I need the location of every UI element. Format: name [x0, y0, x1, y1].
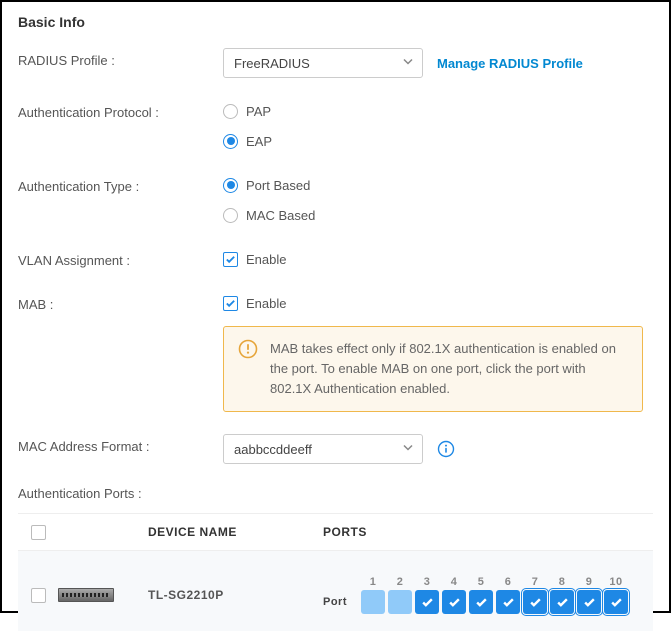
row-mac-format: MAC Address Format : aabbccddeeff: [18, 434, 653, 464]
label-mac-format: MAC Address Format :: [18, 434, 223, 454]
info-icon[interactable]: [437, 440, 455, 458]
radio-checked-icon: [223, 178, 238, 193]
mab-enable-label: Enable: [246, 296, 286, 311]
header-ports: PORTS: [323, 525, 653, 539]
ports-table-header: DEVICE NAME PORTS: [18, 513, 653, 551]
radius-profile-select[interactable]: FreeRADIUS: [223, 48, 423, 78]
radius-profile-controls: FreeRADIUS Manage RADIUS Profile: [223, 48, 583, 78]
radio-icon: [223, 104, 238, 119]
port-boxes-row: Port: [323, 590, 653, 614]
row-auth-type: Authentication Type : Port Based MAC Bas…: [18, 174, 653, 226]
vlan-assignment-enable[interactable]: Enable: [223, 248, 286, 270]
port-2[interactable]: [388, 590, 412, 614]
row-auth-protocol: Authentication Protocol : PAP EAP: [18, 100, 653, 152]
radio-icon: [223, 208, 238, 223]
auth-type-mac-based[interactable]: MAC Based: [223, 204, 653, 226]
label-auth-protocol: Authentication Protocol :: [18, 100, 223, 120]
port-3[interactable]: [415, 590, 439, 614]
vlan-assignment-enable-label: Enable: [246, 252, 286, 267]
table-row: TL-SG2210P 12345678910 Port: [18, 551, 653, 631]
switch-device-icon: [58, 588, 114, 602]
label-mab: MAB :: [18, 292, 223, 312]
row-radius-profile: RADIUS Profile : FreeRADIUS Manage RADIU…: [18, 48, 653, 78]
port-row-label: Port: [323, 596, 361, 608]
device-name: TL-SG2210P: [148, 588, 323, 602]
warning-icon: [238, 339, 258, 359]
auth-type-port-label: Port Based: [246, 178, 310, 193]
port-number: 10: [604, 576, 628, 588]
auth-protocol-eap-label: EAP: [246, 134, 272, 149]
port-number: 2: [388, 576, 412, 588]
auth-type-options: Port Based MAC Based: [223, 174, 653, 226]
ports-block: 12345678910 Port: [323, 576, 653, 614]
row-checkbox-col: [18, 588, 58, 603]
auth-type-port-based[interactable]: Port Based: [223, 174, 653, 196]
port-9[interactable]: [577, 590, 601, 614]
mac-format-select[interactable]: aabbccddeeff: [223, 434, 423, 464]
checkbox-checked-icon: [223, 252, 238, 267]
label-vlan-assignment: VLAN Assignment :: [18, 248, 223, 268]
chevron-down-icon: [402, 442, 414, 457]
mab-notice: MAB takes effect only if 802.1X authenti…: [223, 326, 643, 412]
port-8[interactable]: [550, 590, 574, 614]
auth-protocol-options: PAP EAP: [223, 100, 653, 152]
port-6[interactable]: [496, 590, 520, 614]
port-1[interactable]: [361, 590, 385, 614]
port-number: 5: [469, 576, 493, 588]
port-number: 3: [415, 576, 439, 588]
radius-profile-value: FreeRADIUS: [234, 56, 310, 71]
radio-checked-icon: [223, 134, 238, 149]
row-checkbox[interactable]: [31, 588, 46, 603]
port-numbers-row: 12345678910: [323, 576, 653, 588]
mab-enable[interactable]: Enable: [223, 292, 286, 314]
mab-notice-text: MAB takes effect only if 802.1X authenti…: [270, 339, 628, 399]
manage-radius-profile-link[interactable]: Manage RADIUS Profile: [437, 56, 583, 71]
port-boxes: [361, 590, 628, 614]
port-7[interactable]: [523, 590, 547, 614]
port-number: 9: [577, 576, 601, 588]
row-vlan-assignment: VLAN Assignment : Enable: [18, 248, 653, 270]
header-device-name: DEVICE NAME: [148, 525, 323, 539]
row-mab: MAB : Enable: [18, 292, 653, 314]
label-auth-type: Authentication Type :: [18, 174, 223, 194]
auth-protocol-pap-label: PAP: [246, 104, 271, 119]
port-5[interactable]: [469, 590, 493, 614]
select-all-checkbox[interactable]: [31, 525, 46, 540]
port-number: 7: [523, 576, 547, 588]
header-checkbox-col: [18, 525, 58, 540]
label-radius-profile: RADIUS Profile :: [18, 48, 223, 68]
mac-format-controls: aabbccddeeff: [223, 434, 455, 464]
port-number: 8: [550, 576, 574, 588]
port-number: 6: [496, 576, 520, 588]
auth-protocol-eap[interactable]: EAP: [223, 130, 653, 152]
label-auth-ports: Authentication Ports :: [18, 486, 653, 501]
port-10[interactable]: [604, 590, 628, 614]
ports-cell: 12345678910 Port: [323, 576, 653, 614]
checkbox-checked-icon: [223, 296, 238, 311]
section-title: Basic Info: [18, 14, 653, 30]
port-4[interactable]: [442, 590, 466, 614]
port-number: 4: [442, 576, 466, 588]
mac-format-value: aabbccddeeff: [234, 442, 312, 457]
port-numbers: 12345678910: [361, 576, 628, 588]
auth-type-mac-label: MAC Based: [246, 208, 315, 223]
port-number: 1: [361, 576, 385, 588]
chevron-down-icon: [402, 56, 414, 71]
auth-protocol-pap[interactable]: PAP: [223, 100, 653, 122]
device-image-col: [58, 588, 148, 602]
